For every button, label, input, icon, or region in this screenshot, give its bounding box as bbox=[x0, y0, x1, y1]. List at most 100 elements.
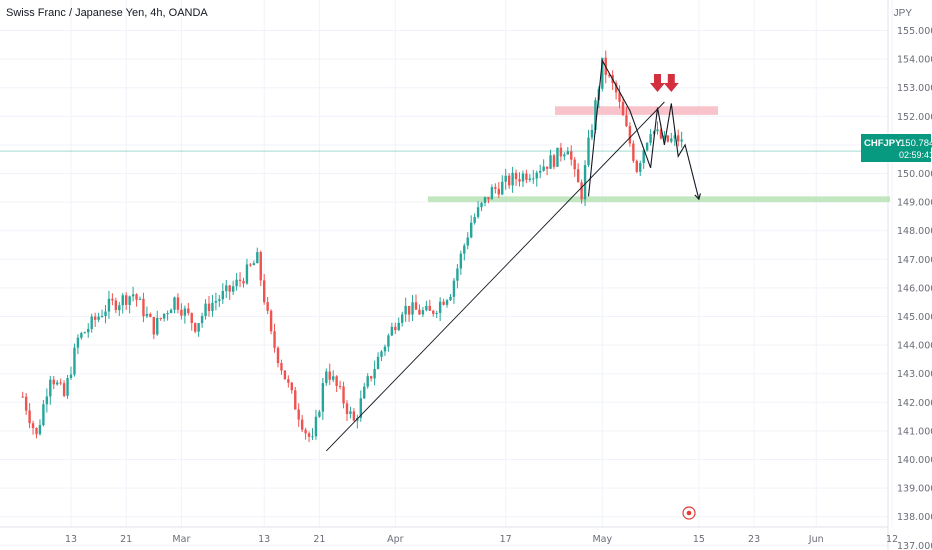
candle-down bbox=[31, 423, 35, 429]
candle-up bbox=[421, 310, 425, 315]
candle-up bbox=[45, 396, 49, 405]
x-tick-label: Mar bbox=[172, 534, 190, 545]
candle-down bbox=[525, 173, 528, 180]
x-tick-label: 13 bbox=[65, 534, 77, 545]
candle-down bbox=[125, 295, 128, 305]
candle-down bbox=[263, 280, 266, 303]
candle-down bbox=[342, 386, 345, 404]
candle-down bbox=[494, 187, 497, 189]
y-tick-label: 148.000 bbox=[897, 226, 932, 237]
candle-up bbox=[138, 298, 142, 300]
candle-down bbox=[238, 279, 242, 281]
candle-up bbox=[466, 237, 469, 246]
candle-down bbox=[328, 371, 331, 380]
candle-up bbox=[87, 328, 90, 333]
time-axis[interactable]: 13 21 Mar 13 21 Apr 17 May 15 23 Jun 12 bbox=[65, 534, 898, 545]
candle-up bbox=[128, 296, 131, 305]
y-tick-label: 147.000 bbox=[897, 255, 932, 266]
candle-up bbox=[501, 181, 504, 195]
candle-down bbox=[608, 74, 611, 76]
candle-up bbox=[245, 264, 249, 284]
candle-up bbox=[639, 163, 642, 172]
candle-down bbox=[507, 175, 511, 186]
candle-up bbox=[456, 268, 459, 281]
support-zone bbox=[428, 196, 890, 203]
candle-down bbox=[545, 166, 549, 169]
candle-down bbox=[518, 179, 521, 182]
candle-up bbox=[601, 57, 604, 89]
candle-down bbox=[152, 317, 155, 335]
candle-down bbox=[345, 403, 349, 414]
x-tick-label: 12 bbox=[886, 534, 898, 545]
candle-down bbox=[194, 323, 197, 332]
price-axis[interactable]: 155.000154.000153.000152.000151.000150.0… bbox=[897, 26, 932, 550]
candle-up bbox=[349, 411, 352, 414]
candle-down bbox=[666, 135, 670, 142]
trend-line bbox=[325, 101, 665, 452]
y-tick-label: 137.000 bbox=[897, 541, 932, 550]
candle-up bbox=[470, 222, 473, 238]
candle-down bbox=[369, 376, 373, 379]
candle-up bbox=[121, 295, 124, 306]
candle-down bbox=[207, 303, 211, 312]
candle-down bbox=[570, 151, 573, 160]
candle-down bbox=[307, 433, 311, 437]
candle-down bbox=[269, 310, 273, 332]
candle-up bbox=[100, 315, 104, 317]
candle-up bbox=[235, 279, 238, 287]
axis-currency-label: JPY bbox=[893, 8, 912, 19]
x-tick-label: 21 bbox=[313, 534, 325, 545]
candle-up bbox=[594, 100, 597, 130]
candle-down bbox=[59, 382, 62, 384]
candle-down bbox=[514, 172, 518, 180]
candle-up bbox=[649, 134, 652, 143]
candle-up bbox=[549, 155, 552, 169]
candle-up bbox=[556, 147, 559, 167]
candle-up bbox=[476, 207, 480, 217]
candle-up bbox=[383, 346, 387, 352]
candle-up bbox=[366, 376, 369, 387]
candle-down bbox=[190, 313, 193, 324]
candle-up bbox=[490, 187, 494, 200]
candle-up bbox=[680, 139, 683, 142]
candle-down bbox=[135, 294, 138, 300]
candle-up bbox=[535, 172, 538, 179]
candle-down bbox=[294, 390, 297, 410]
candle-up bbox=[162, 313, 166, 319]
candle-up bbox=[438, 301, 442, 313]
candle-up bbox=[56, 382, 59, 385]
y-tick-label: 152.000 bbox=[897, 112, 932, 123]
candle-up bbox=[483, 197, 487, 203]
y-tick-label: 140.000 bbox=[897, 455, 932, 466]
price-tag-symbol: CHFJPY bbox=[864, 138, 902, 149]
candle-up bbox=[107, 298, 111, 312]
candle-up bbox=[311, 436, 314, 438]
candle-up bbox=[183, 308, 187, 316]
candle-down bbox=[428, 305, 431, 311]
chart-title: Swiss Franc / Japanese Yen, 4h, OANDA bbox=[6, 7, 208, 19]
candle-down bbox=[394, 326, 397, 331]
candle-up bbox=[66, 377, 69, 396]
candle-down bbox=[432, 310, 435, 314]
candle-up bbox=[211, 302, 214, 312]
candle-up bbox=[563, 154, 566, 157]
candle-down bbox=[407, 305, 411, 315]
candle-down bbox=[273, 331, 276, 348]
y-tick-label: 150.000 bbox=[897, 169, 932, 180]
candle-down bbox=[93, 316, 97, 320]
x-tick-label: 21 bbox=[120, 534, 132, 545]
candle-down bbox=[414, 302, 418, 310]
candle-up bbox=[314, 416, 318, 437]
candle-down bbox=[62, 383, 66, 396]
candle-down bbox=[628, 126, 632, 144]
candle-up bbox=[90, 316, 93, 329]
candle-down bbox=[335, 376, 338, 386]
candle-down bbox=[111, 298, 114, 301]
candle-up bbox=[452, 280, 456, 297]
candle-up bbox=[528, 178, 532, 180]
candle-up bbox=[387, 335, 390, 347]
price-tag-price: 150.784 bbox=[900, 138, 932, 149]
dividend-event-icon[interactable] bbox=[682, 506, 696, 520]
candle-down bbox=[442, 301, 445, 305]
